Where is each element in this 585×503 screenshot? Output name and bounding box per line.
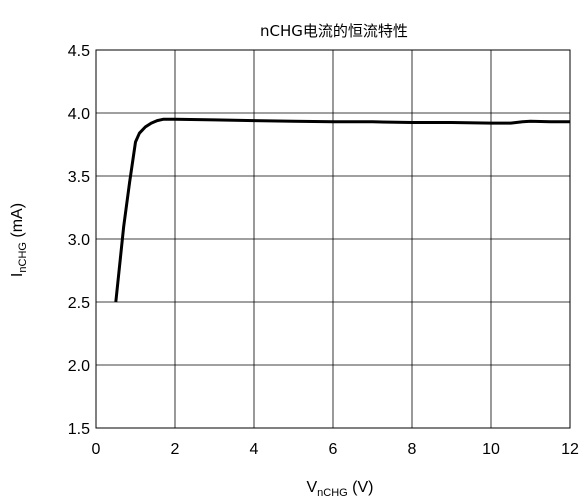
y-tick-label: 4.5 [68, 43, 90, 60]
x-tick-label: 0 [92, 441, 101, 458]
x-tick-label: 12 [561, 441, 579, 458]
x-tick-label: 2 [171, 441, 180, 458]
y-axis-label-group: InCHG (mA) [9, 203, 29, 277]
x-axis-label-unit: (V) [352, 479, 373, 496]
y-tick-labels: 1.5 2.0 2.5 3.0 3.5 4.0 4.5 [68, 43, 90, 438]
chart-title: nCHG电流的恒流特性 [260, 22, 408, 40]
y-tick-label: 2.5 [68, 295, 90, 312]
y-tick-label: 3.5 [68, 169, 90, 186]
y-tick-label: 2.0 [68, 358, 90, 375]
x-tick-label: 4 [250, 441, 259, 458]
x-tick-labels: 0 2 4 6 8 10 12 [92, 441, 579, 458]
y-axis-label-main: I [9, 273, 26, 277]
y-axis-label-unit: (mA) [9, 203, 26, 238]
plot-frame [95, 49, 571, 429]
y-tick-label: 4.0 [68, 106, 90, 123]
x-tick-label: 10 [482, 441, 500, 458]
grid [96, 50, 570, 428]
x-axis-label-main: V [306, 479, 317, 496]
x-tick-label: 8 [408, 441, 417, 458]
series-lines [114, 117, 570, 303]
x-axis-label-sub: nCHG [317, 487, 348, 499]
y-tick-label: 3.0 [68, 232, 90, 249]
y-axis-label: InCHG (mA) [9, 203, 29, 277]
y-tick-label: 1.5 [68, 421, 90, 438]
y-axis-label-sub: nCHG [17, 242, 29, 273]
series-line [114, 117, 570, 303]
x-tick-label: 6 [329, 441, 338, 458]
x-axis-label: VnCHG (V) [306, 479, 373, 499]
